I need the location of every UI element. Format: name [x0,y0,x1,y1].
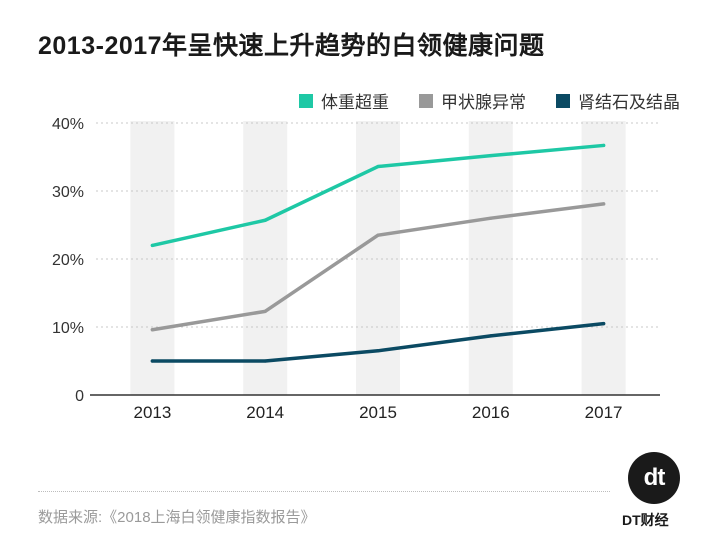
data-point-0 [602,143,606,148]
legend-swatch-thyroid [419,93,433,108]
brand-name: DT财经 [622,512,669,528]
legend-item-thyroid: 甲状腺异常 [419,88,526,113]
data-point-2 [263,359,267,363]
chart-legend: 体重超重 甲状腺异常 肾结石及结晶 [299,88,680,113]
x-tick-label: 2014 [246,403,284,422]
data-point-1 [376,233,380,237]
chart-title: 2013-2017年呈快速上升趋势的白领健康问题 [38,32,545,60]
category-band [581,121,626,395]
data-point-2 [150,359,154,363]
legend-label-kidney-stone: 肾结石及结晶 [578,93,680,112]
data-point-0 [376,164,380,169]
legend-label-thyroid: 甲状腺异常 [441,93,526,112]
data-point-1 [489,216,493,220]
data-point-0 [489,154,493,158]
y-tick-label: 0 [75,388,84,405]
data-point-1 [263,309,267,313]
legend-label-overweight: 体重超重 [321,93,389,112]
y-tick-label: 30% [52,184,84,201]
data-point-1 [602,202,606,206]
category-band [243,121,288,395]
x-tick-label: 2017 [585,403,623,422]
y-tick-label: 20% [52,252,84,269]
data-source: 数据来源:《2018上海白领健康指数报告》 [38,509,316,526]
x-tick-label: 2015 [359,403,397,422]
source-divider [38,491,610,492]
data-point-2 [376,349,380,353]
legend-swatch-kidney-stone [556,93,570,108]
dt-logo: dt [628,452,680,504]
x-tick-label: 2013 [133,403,171,422]
data-point-1 [150,328,154,332]
data-point-0 [263,218,267,222]
y-tick-label: 10% [52,320,84,337]
legend-item-overweight: 体重超重 [299,88,389,113]
data-point-2 [602,322,606,326]
category-band [130,121,175,395]
legend-item-kidney-stone: 肾结石及结晶 [556,88,680,113]
category-band [468,121,513,395]
y-tick-label: 40% [52,116,84,133]
legend-swatch-overweight [299,93,313,108]
data-point-2 [489,334,493,338]
x-tick-label: 2016 [472,403,510,422]
data-point-0 [150,243,154,247]
